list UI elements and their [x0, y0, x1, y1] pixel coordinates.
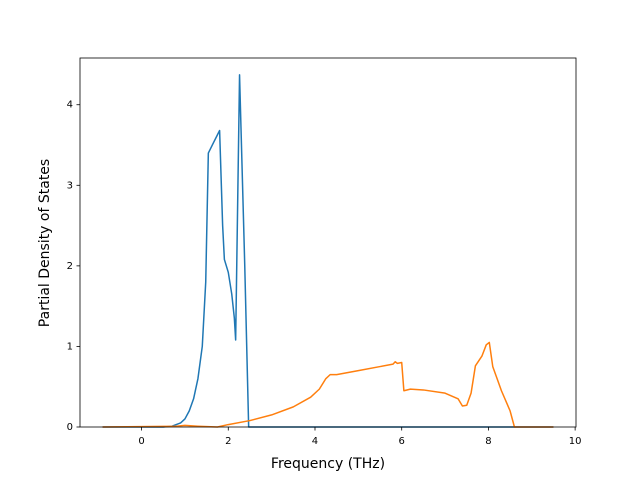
x-tick-label: 10 [569, 436, 582, 447]
x-tick-label: 4 [312, 436, 318, 447]
x-tick-label: 6 [399, 436, 405, 447]
y-tick-label: 1 [67, 341, 73, 352]
y-tick-label: 2 [67, 261, 73, 272]
x-tick-label: 8 [485, 436, 491, 447]
y-tick-label: 4 [67, 100, 73, 111]
data-line [102, 341, 554, 428]
y-tick-label: 3 [67, 180, 73, 191]
plot-frame [79, 57, 577, 428]
x-axis-label: Frequency (THz) [271, 456, 385, 472]
x-tick-label: 2 [225, 436, 231, 447]
data-line [102, 74, 554, 428]
y-axis-label: Partial Density of States [37, 159, 53, 327]
x-tick-label: 0 [138, 436, 144, 447]
y-tick-label: 0 [67, 422, 73, 433]
